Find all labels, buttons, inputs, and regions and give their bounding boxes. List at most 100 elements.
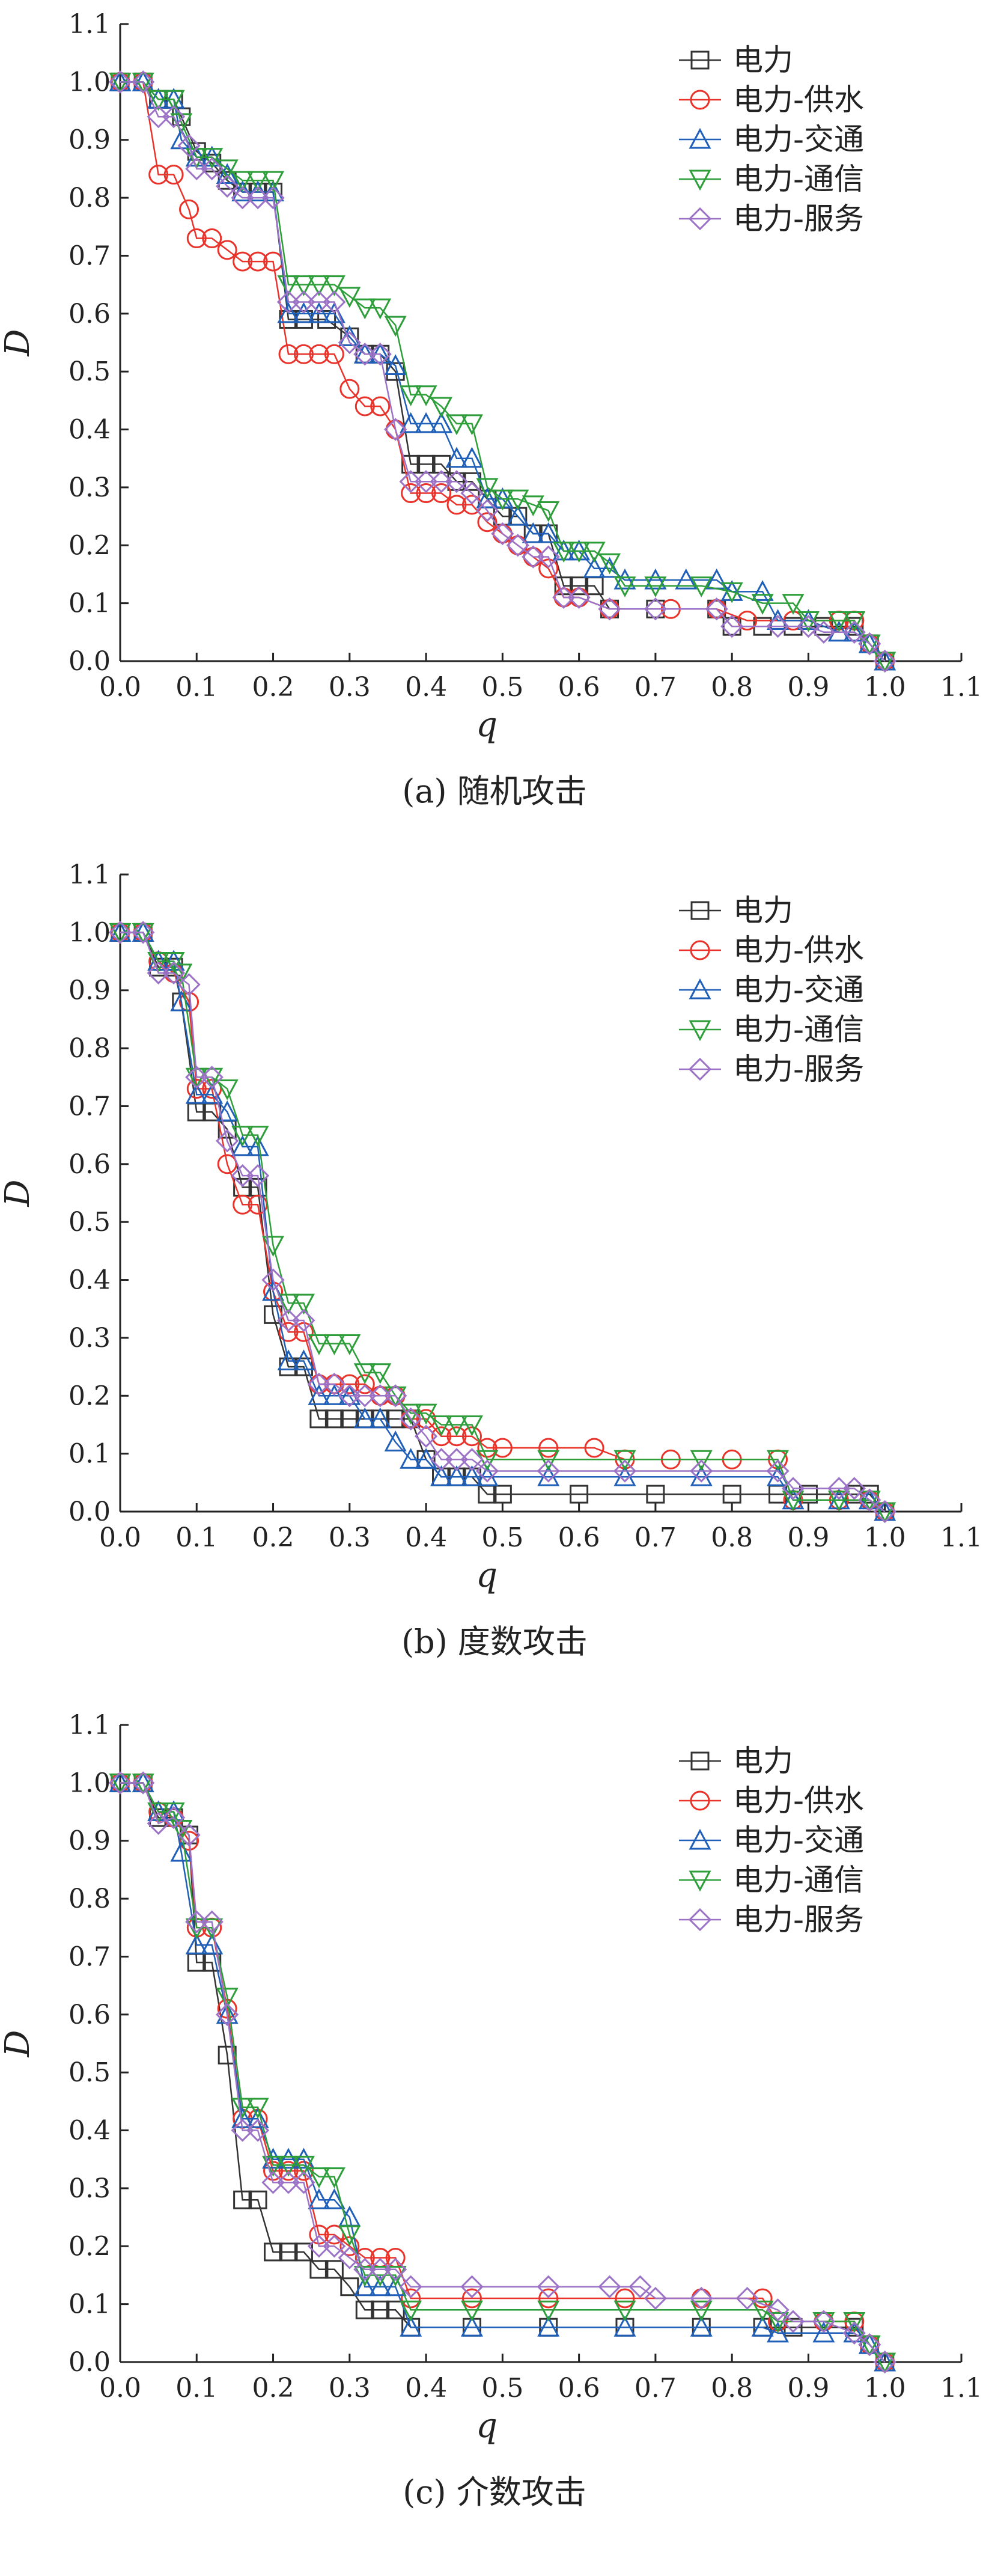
data-point <box>231 1164 254 1188</box>
legend-label: 电力-通信 <box>733 1863 864 1897</box>
x-axis-label: q <box>476 706 498 745</box>
x-tick-label: 0.8 <box>711 672 753 703</box>
legend-marker <box>690 940 710 960</box>
data-point <box>858 634 881 656</box>
data-point <box>323 290 346 314</box>
data-point <box>445 447 468 468</box>
series-5 <box>108 921 896 1524</box>
data-point <box>323 1372 346 1396</box>
y-axis-label: D <box>0 1180 37 1207</box>
data-point <box>400 412 422 433</box>
data-point <box>246 2107 269 2128</box>
data-point <box>231 1126 254 1147</box>
data-point <box>386 1409 405 1429</box>
data-point <box>491 522 514 546</box>
data-point <box>690 1459 713 1483</box>
legend-label: 电力-服务 <box>733 201 864 236</box>
data-point <box>430 1465 453 1486</box>
chart-caption: (c) 介数攻击 <box>403 2473 586 2511</box>
data-point <box>292 1293 315 1315</box>
data-point <box>874 2352 896 2374</box>
data-point <box>690 2286 713 2310</box>
data-point <box>415 412 437 433</box>
data-point <box>353 2275 376 2297</box>
y-tick-label: 0.2 <box>68 2231 111 2262</box>
data-point <box>431 1426 452 1447</box>
data-point <box>552 542 575 563</box>
legend-label: 电力-通信 <box>733 162 864 197</box>
data-point <box>308 1334 330 1355</box>
data-point <box>537 1450 560 1471</box>
data-point <box>445 414 468 436</box>
data-point <box>690 2315 713 2337</box>
data-point <box>108 1771 132 1795</box>
data-point <box>353 1384 377 1408</box>
series-5 <box>108 70 896 673</box>
data-point <box>233 1194 253 1215</box>
data-point <box>507 504 529 526</box>
y-tick-label: 0.6 <box>68 2000 111 2030</box>
data-point <box>613 576 636 597</box>
data-point <box>767 2321 790 2343</box>
data-point <box>264 2242 283 2262</box>
data-point <box>445 1448 469 1471</box>
x-tick-label: 0.4 <box>405 672 447 703</box>
data-point <box>185 1933 208 1955</box>
chart-panel-3: 0.0 0.1 0.2 0.3 0.4 0.5 0.6 0.7 0.8 0.9 1.0 1.1 0.0 0… <box>0 1710 982 2511</box>
data-point <box>186 228 207 249</box>
data-point <box>766 1459 790 1483</box>
data-point <box>292 1308 315 1332</box>
x-tick-label: 0.2 <box>252 672 294 703</box>
data-point <box>430 397 453 418</box>
data-point <box>216 2003 239 2026</box>
data-point <box>338 331 361 355</box>
data-point <box>147 90 170 111</box>
x-tick-label: 0.7 <box>634 672 677 703</box>
data-point <box>147 105 170 129</box>
data-point <box>369 1363 392 1384</box>
data-point <box>492 1438 513 1458</box>
data-point <box>200 1066 224 1089</box>
data-point <box>416 483 436 504</box>
data-point <box>613 1450 636 1471</box>
data-point <box>292 302 315 323</box>
data-point <box>246 1164 270 1188</box>
data-point <box>446 495 467 515</box>
data-point <box>598 557 621 578</box>
data-point <box>277 275 300 296</box>
y-tick-label: 0.8 <box>68 183 111 213</box>
x-tick-label: 0.6 <box>558 2373 600 2404</box>
y-tick-label: 0.8 <box>68 1033 111 1064</box>
y-tick-label: 1.0 <box>68 67 111 97</box>
data-point <box>309 344 329 364</box>
data-point <box>246 2119 270 2142</box>
data-point <box>368 343 392 366</box>
data-point <box>690 576 713 597</box>
data-point <box>415 385 437 406</box>
data-point <box>476 487 499 508</box>
x-tick-label: 0.3 <box>329 672 371 703</box>
y-axis-label: D <box>0 2030 37 2058</box>
data-point <box>353 343 377 366</box>
data-point <box>874 652 896 673</box>
y-tick-label: 0.2 <box>68 1381 111 1411</box>
data-point <box>537 2275 560 2298</box>
data-point <box>842 2321 866 2345</box>
data-point <box>339 1374 360 1394</box>
data-point <box>277 1349 300 1370</box>
data-point <box>752 2288 773 2309</box>
data-point <box>200 157 224 181</box>
data-point <box>231 171 254 192</box>
data-point <box>858 1488 881 1512</box>
data-point <box>430 470 453 493</box>
data-point <box>401 483 421 504</box>
data-point <box>216 1988 239 2009</box>
y-tick-label: 1.0 <box>68 917 111 948</box>
data-point <box>613 2300 636 2322</box>
data-point <box>246 171 269 192</box>
data-point <box>231 186 254 210</box>
data-point <box>370 396 391 417</box>
legend-label: 电力-交通 <box>733 972 864 1007</box>
x-tick-label: 0.5 <box>481 672 523 703</box>
legend-marker <box>690 901 710 920</box>
